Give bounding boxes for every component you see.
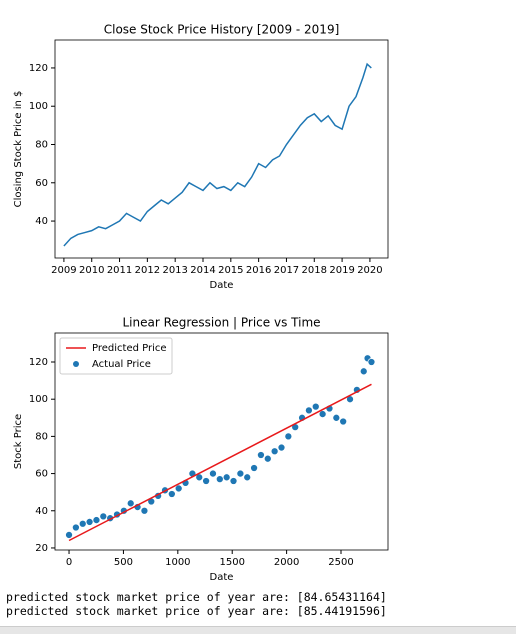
- point: [92, 516, 101, 524]
- point: [250, 464, 258, 472]
- chart-title: Linear Regression | Price vs Time: [122, 316, 320, 330]
- chart-title: Close Stock Price History [2009 - 2019]: [104, 23, 340, 37]
- y-tick-label: 80: [35, 431, 48, 442]
- point: [215, 475, 224, 484]
- x-axis-label: Date: [210, 280, 234, 291]
- point: [305, 406, 313, 415]
- point: [99, 512, 108, 521]
- x-tick-label: 2014: [190, 265, 215, 276]
- x-tick-label: 2018: [302, 265, 327, 276]
- y-tick-label: 40: [35, 506, 48, 517]
- point: [332, 413, 341, 422]
- x-tick-label: 2013: [162, 265, 187, 276]
- x-tick-label: 2500: [328, 557, 353, 568]
- point: [78, 519, 87, 528]
- output-line: predicted stock market price of year are…: [6, 590, 387, 604]
- axes-frame: [54, 39, 389, 259]
- point: [284, 432, 293, 441]
- point: [277, 443, 286, 452]
- x-tick-label: 2016: [246, 265, 271, 276]
- x-tick-label: 2015: [218, 265, 243, 276]
- x-axis-label: Date: [210, 572, 234, 583]
- point: [257, 451, 265, 459]
- y-tick-label: 60: [35, 469, 48, 480]
- x-tick-label: 1500: [219, 557, 244, 568]
- x-tick-label: 1000: [165, 557, 190, 568]
- legend-label: Actual Price: [92, 359, 151, 370]
- y-tick-label: 120: [29, 63, 48, 74]
- point: [222, 473, 231, 482]
- point: [202, 477, 210, 485]
- charts: Close Stock Price History [2009 - 2019] D…: [13, 23, 389, 583]
- legend-swatch: [73, 361, 79, 367]
- y-tick-label: 60: [35, 178, 48, 189]
- y-axis-label: Closing Stock Price in $: [13, 91, 24, 208]
- point: [263, 454, 272, 463]
- output-line: predicted stock market price of year are…: [6, 604, 387, 618]
- y-tick-label: 120: [29, 357, 48, 368]
- point: [243, 473, 252, 482]
- point: [318, 410, 327, 418]
- x-tick-label: 2009: [51, 265, 76, 276]
- point: [236, 469, 245, 478]
- line: [63, 62, 372, 247]
- point: [311, 402, 320, 411]
- axes-frame: [54, 332, 389, 551]
- legend-box: [59, 337, 173, 375]
- x-tick-label: 500: [114, 557, 133, 568]
- point: [72, 523, 80, 532]
- scrollbar: [0, 626, 516, 634]
- y-axis-label: Stock Price: [13, 414, 24, 469]
- point: [167, 490, 176, 498]
- legend-label: Predicted Price: [92, 343, 167, 354]
- x-tick-label: 0: [66, 557, 72, 568]
- point: [85, 518, 94, 526]
- point: [270, 447, 279, 456]
- x-tick-label: 2000: [274, 557, 299, 568]
- x-tick-label: 2020: [357, 265, 382, 276]
- x-tick-label: 2010: [79, 265, 104, 276]
- y-tick-label: 100: [29, 101, 48, 112]
- y-tick-label: 40: [35, 216, 48, 227]
- point: [174, 484, 183, 493]
- point: [126, 499, 135, 508]
- y-tick-label: 100: [29, 394, 48, 405]
- x-tick-label: 2011: [107, 265, 132, 276]
- point: [229, 477, 238, 485]
- x-tick-label: 2017: [274, 265, 299, 276]
- x-tick-label: 2012: [135, 265, 160, 276]
- point: [339, 417, 348, 426]
- point: [140, 506, 149, 515]
- y-tick-label: 20: [35, 543, 48, 554]
- point: [209, 469, 217, 478]
- line: [68, 383, 372, 542]
- x-tick-label: 2019: [329, 265, 354, 276]
- y-tick-label: 80: [35, 140, 48, 151]
- point: [359, 367, 368, 376]
- point: [65, 531, 73, 539]
- point: [367, 358, 376, 366]
